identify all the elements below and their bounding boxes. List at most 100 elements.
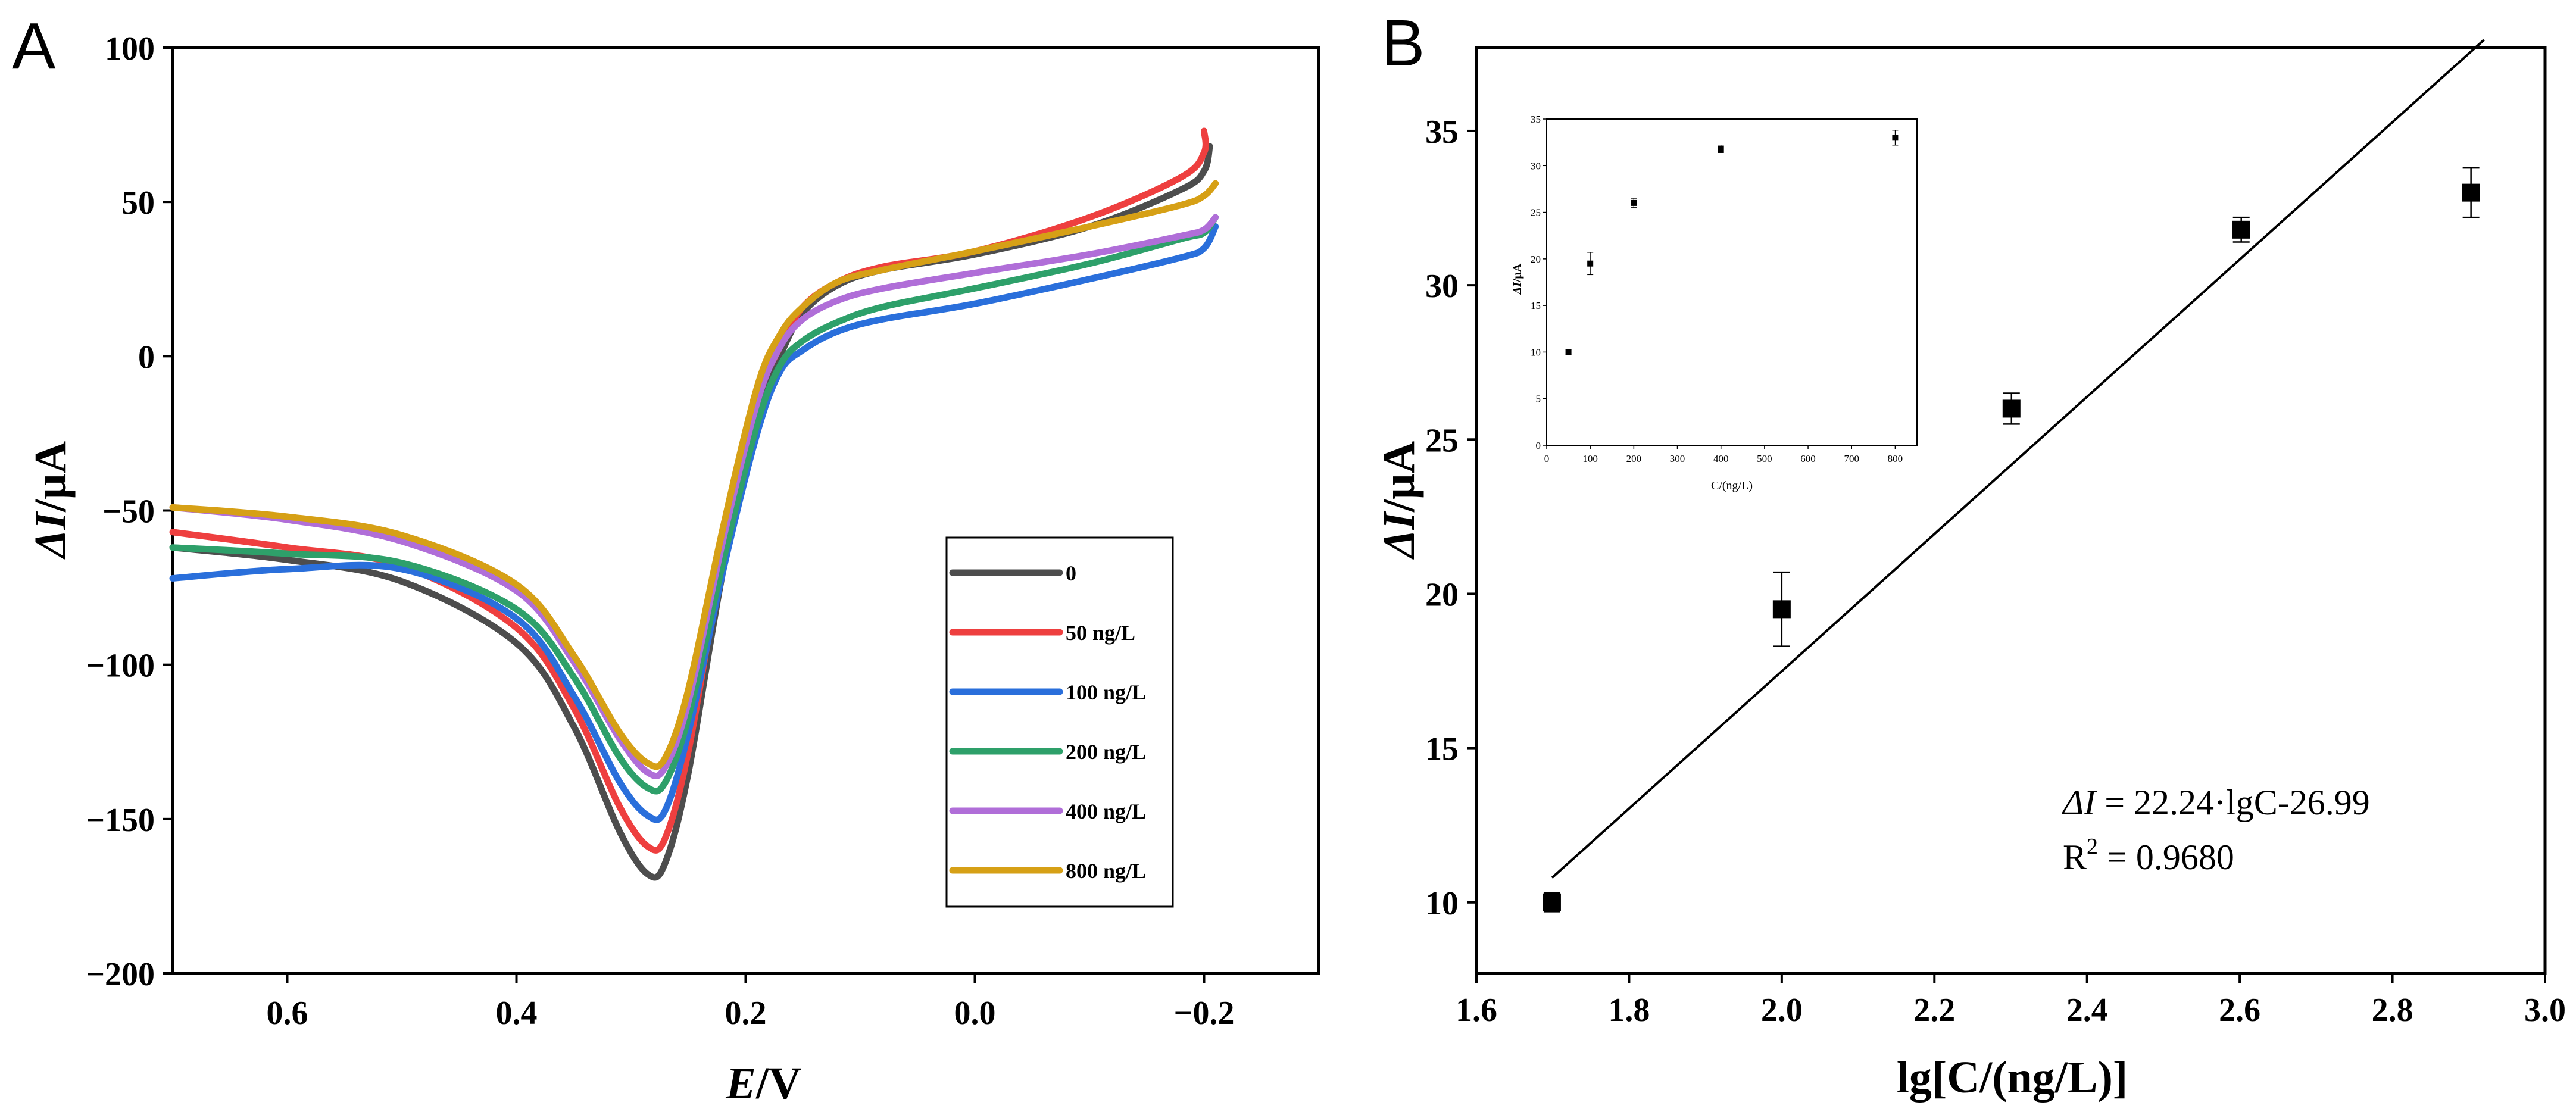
r2-value: = 0.9680 [2098, 838, 2234, 877]
data-point-3 [2232, 216, 2250, 243]
x-tick-label: 0.0 [954, 995, 996, 1032]
panel-label-a: A [12, 10, 56, 83]
r-squared: R2 = 0.9680 [2063, 834, 2234, 877]
marker [1543, 893, 1561, 911]
x-tick-label: 1.8 [1608, 992, 1650, 1029]
data-point-4 [2462, 167, 2480, 218]
panel-a-xlabel-unit: /V [755, 1058, 801, 1108]
inset-x-tick-label: 300 [1670, 453, 1685, 464]
curve-3 [169, 214, 1219, 795]
x-tick-label: 2.6 [2219, 992, 2260, 1029]
x-tick-label: 2.2 [1913, 992, 1955, 1029]
inset-y-tick-label: 15 [1531, 300, 1541, 311]
inset-frame [1546, 118, 1918, 446]
y-tick-label: 25 [1425, 422, 1459, 459]
x-tick-label: −0.2 [1174, 995, 1235, 1032]
marker [2462, 183, 2480, 202]
x-tick-label: 2.8 [2372, 992, 2413, 1029]
equation-rest: = 22.24·lgC-26.99 [2096, 783, 2370, 822]
marker [2232, 220, 2250, 239]
panel-a-x-ticks: 0.6 0.4 0.2 0.0 −0.2 [267, 973, 1235, 1032]
inset-point-4 [1892, 130, 1899, 146]
inset-y-tick-label: 10 [1531, 346, 1541, 358]
y-tick-label: 100 [105, 30, 155, 67]
legend-label-2: 100 ng/L [1066, 680, 1146, 704]
y-tick-label: 0 [138, 339, 155, 376]
x-tick-label: 3.0 [2524, 992, 2566, 1029]
panel-b-x-ticks: 1.6 1.8 2.0 2.2 2.4 2.6 2.8 3.0 [1456, 973, 2566, 1029]
inset-y-tick-label: 0 [1536, 440, 1541, 451]
legend-label-0: 0 [1066, 561, 1076, 585]
panel-b-frame [1475, 46, 2547, 975]
data-point-2 [2002, 392, 2021, 425]
inset-y-tick-label: 20 [1531, 254, 1541, 265]
inset-point-3 [1718, 145, 1724, 153]
panel-a-legend: 0 50 ng/L 100 ng/L 200 ng/L 400 ng/L 800 ng/L [945, 536, 1174, 908]
inset-point-1 [1587, 252, 1594, 276]
y-tick-label: −200 [86, 956, 155, 993]
data-point-1 [1772, 571, 1791, 647]
y-tick-label: 35 [1425, 114, 1459, 151]
inset-y-tick-label: 5 [1536, 394, 1541, 405]
inset-marker [1565, 349, 1572, 355]
inset-x-tick-label: 200 [1626, 453, 1642, 464]
inset-point-2 [1631, 198, 1637, 208]
x-tick-label: 0.4 [496, 995, 538, 1032]
panel-a-ylabel-unit: /μA [26, 441, 76, 513]
legend-label-3: 200 ng/L [1066, 740, 1146, 764]
inset-ylabel-var: ΔI [1511, 282, 1524, 295]
inset-x-ticks: 0 100 200 300 400 500 600 700 800 [1544, 445, 1903, 464]
fit-line [1551, 39, 2485, 879]
legend-box [945, 536, 1174, 908]
x-tick-label: 2.0 [1761, 992, 1803, 1029]
equation-var: ΔI [2062, 783, 2097, 822]
panel-a-ylabel-var: ΔI [26, 511, 76, 560]
inset-marker [1718, 146, 1724, 152]
y-tick-label: 20 [1425, 576, 1459, 613]
inset-xlabel: C/(ng/L) [1711, 479, 1753, 492]
legend-label-4: 400 ng/L [1066, 800, 1146, 823]
inset-marker [1587, 260, 1594, 267]
legend-label-1: 50 ng/L [1066, 621, 1135, 645]
panel-label-b: B [1381, 7, 1425, 80]
inset-points [1565, 130, 1899, 355]
y-tick-label: 10 [1425, 885, 1459, 922]
y-tick-label: −100 [86, 648, 155, 685]
inset-ylabel-unit: /μA [1511, 263, 1524, 283]
x-tick-label: 1.6 [1456, 992, 1497, 1029]
y-tick-label: 30 [1425, 268, 1459, 305]
inset-point-0 [1565, 349, 1572, 355]
inset-chart: 0 100 200 300 400 500 600 700 800 0 5 10 15 20 25 30 35… [1511, 114, 1918, 492]
x-tick-label: 0.2 [725, 995, 767, 1032]
panel-b-y-ticks: 10 15 20 25 30 35 [1425, 114, 1476, 922]
panel-a-voltammogram: 0.6 0.4 0.2 0.0 −0.2 100 50 0 −50 −100 −150 −200 0… [26, 30, 1320, 1108]
inset-y-tick-label: 35 [1531, 114, 1541, 125]
inset-x-tick-label: 600 [1800, 453, 1816, 464]
inset-y-tick-label: 30 [1531, 160, 1541, 171]
curve-5 [169, 180, 1219, 770]
panel-b-xlabel: lg[C/(ng/L)] [1897, 1053, 2128, 1103]
inset-x-tick-label: 500 [1757, 453, 1772, 464]
inset-x-tick-label: 400 [1713, 453, 1729, 464]
marker [1772, 600, 1791, 619]
panel-a-y-ticks: 100 50 0 −50 −100 −150 −200 [86, 30, 173, 993]
x-tick-label: 0.6 [267, 995, 308, 1032]
inset-x-tick-label: 100 [1582, 453, 1598, 464]
inset-marker [1631, 199, 1637, 206]
y-tick-label: 15 [1425, 731, 1459, 768]
data-point-0 [1543, 892, 1561, 913]
fit-equation: ΔI = 22.24·lgC-26.99 [2062, 783, 2370, 822]
panel-b-ylabel-var: ΔI [1374, 511, 1424, 560]
r2-prefix: R [2063, 838, 2087, 877]
inset-y-ticks: 0 5 10 15 20 25 30 35 [1531, 114, 1547, 451]
inset-x-tick-label: 800 [1888, 453, 1903, 464]
panel-a-xlabel-var: E [725, 1058, 756, 1108]
panel-b-points [1543, 167, 2480, 913]
r2-superscript: 2 [2087, 834, 2098, 859]
legend-label-5: 800 ng/L [1066, 859, 1146, 883]
y-tick-label: −150 [86, 802, 155, 839]
inset-x-tick-label: 700 [1844, 453, 1859, 464]
y-tick-label: 50 [121, 185, 155, 221]
